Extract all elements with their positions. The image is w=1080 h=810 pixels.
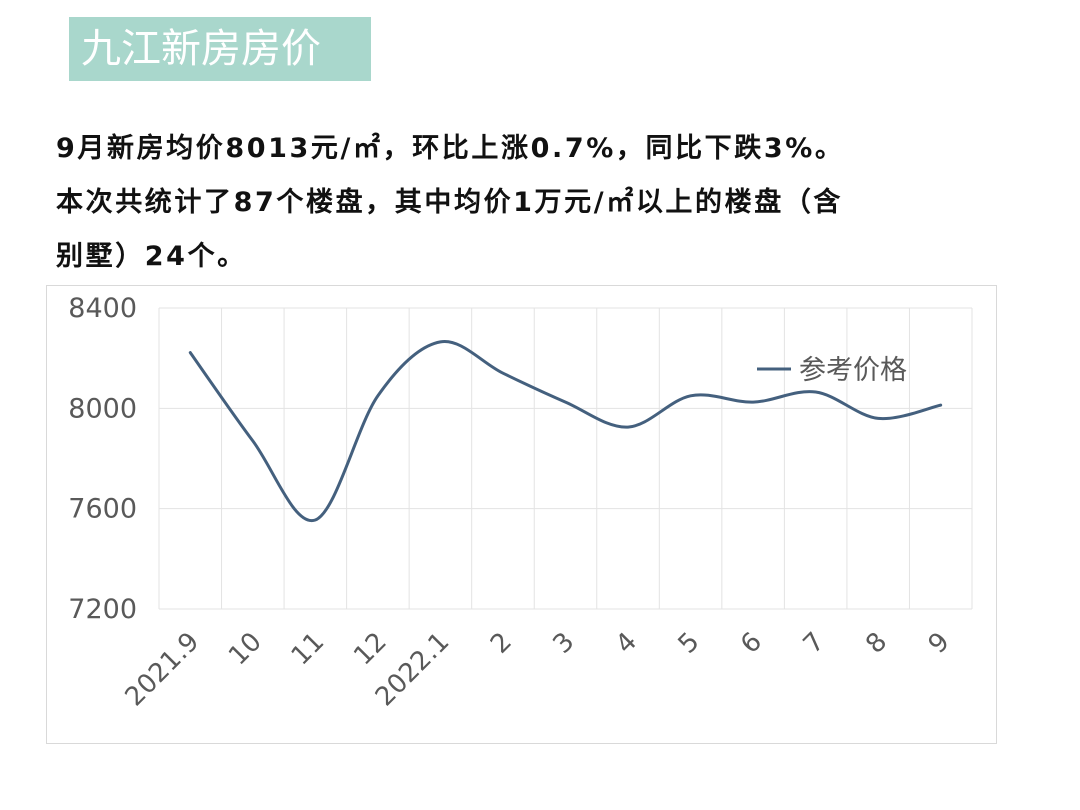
x-tick-label: 11 [286, 627, 331, 672]
summary-line-2: 本次共统计了87个楼盘，其中均价1万元/㎡以上的楼盘（含 [56, 187, 844, 218]
x-tick-label: 6 [735, 627, 768, 660]
y-tick-label: 7600 [68, 494, 137, 525]
x-tick-label: 5 [673, 627, 706, 660]
chart-legend: 参考价格 [757, 355, 907, 386]
chart-series [188, 340, 943, 522]
x-tick-label: 3 [548, 627, 581, 660]
summary-text: 9月新房均价8013元/㎡，环比上涨0.7%，同比下跌3%。 本次共统计了87个… [56, 122, 1016, 284]
x-tick-label: 4 [610, 627, 643, 660]
summary-line-1: 9月新房均价8013元/㎡，环比上涨0.7%，同比下跌3%。 [56, 133, 845, 164]
x-tick-label: 9 [923, 627, 956, 660]
x-tick-label: 12 [348, 627, 393, 672]
x-tick-label: 2021.9 [120, 627, 206, 713]
chart-container: 8400 8000 7600 7200 2021.9 10 11 12 2022.1 2 3 4 5 6… [46, 285, 997, 744]
x-tick-label: 2 [485, 627, 518, 660]
y-tick-label: 7200 [68, 594, 137, 625]
page-title: 九江新房房价 [69, 17, 371, 81]
x-tick-label: 10 [223, 627, 268, 672]
x-tick-label: 8 [860, 627, 893, 660]
series-line-0 [188, 340, 943, 522]
y-tick-label: 8000 [68, 393, 137, 424]
legend-label: 参考价格 [799, 355, 907, 386]
y-axis-ticks: 8400 8000 7600 7200 [68, 293, 137, 625]
chart-gridlines [158, 307, 973, 610]
x-tick-label: 7 [798, 627, 831, 660]
summary-line-3: 别墅）24个。 [56, 241, 247, 272]
y-tick-label: 8400 [68, 293, 137, 324]
